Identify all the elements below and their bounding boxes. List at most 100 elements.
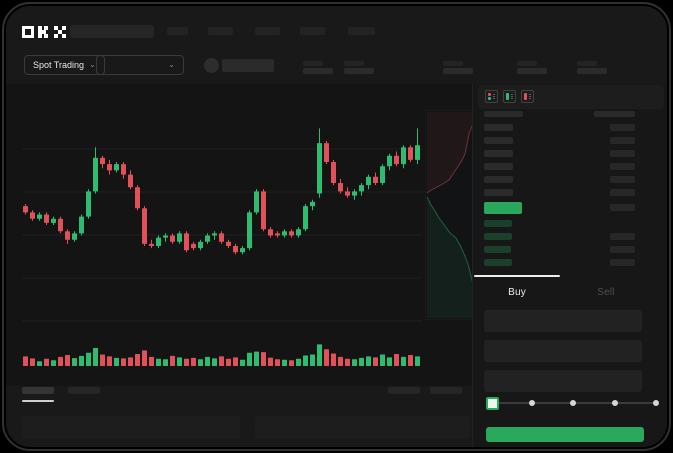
okx-logo[interactable] [22,24,68,40]
ask-price-placeholder[interactable] [484,137,513,144]
volume-bar [359,357,364,366]
ask-price-placeholder[interactable] [484,176,513,183]
global-search-placeholder[interactable] [70,25,154,38]
total-input-placeholder[interactable] [484,370,642,392]
candle-body [37,214,42,219]
volume-bar [205,356,210,366]
ask-size-placeholder[interactable] [610,124,635,131]
nav-link-placeholder[interactable] [208,27,233,35]
candle-body [247,212,252,249]
candle-body [128,174,133,188]
submit-buy-button[interactable] [486,427,644,442]
pair-select-dropdown[interactable]: ⌄ [96,55,184,75]
volume-bar [65,354,70,366]
volume-bar [114,357,119,366]
orders-filter-placeholder[interactable] [388,387,420,394]
candle-body [331,162,336,183]
ask-size-placeholder[interactable] [610,150,635,157]
volume-bar [191,357,196,366]
volume-bar [149,356,154,366]
slider-handle[interactable] [486,397,499,410]
depth-chart[interactable] [425,110,477,320]
ask-size-placeholder[interactable] [610,176,635,183]
bid-size-placeholder[interactable] [610,259,635,266]
nav-link-placeholder[interactable] [300,27,325,35]
order-book-asks-icon[interactable] [521,90,534,103]
stat-label-placeholder [443,61,463,66]
volume-bar [30,358,35,366]
nav-link-placeholder[interactable] [167,27,188,35]
order-book-bids-icon[interactable] [503,90,516,103]
nav-link-placeholder[interactable] [348,27,375,35]
candle-body [282,231,287,236]
volume-bar [128,357,133,366]
active-tab-indicator [474,275,560,277]
volume-bar [58,356,63,366]
volume-bar [331,353,336,366]
orders-filter-placeholder[interactable] [430,387,462,394]
candlestick-chart[interactable] [22,110,422,368]
candle-body [324,143,329,162]
slider-stop-dot[interactable] [528,400,535,406]
amount-input-placeholder[interactable] [484,340,642,362]
chevron-down-icon: ⌄ [168,60,175,69]
orders-tab[interactable] [68,387,100,394]
trading-app-window: Spot Trading ⌄ ⌄ |∿⌄|ƒ⌄|~⁄⁄ [6,6,667,447]
market-type-dropdown[interactable]: Spot Trading ⌄ [24,55,105,75]
candle-body [310,201,315,207]
candle-body [275,233,280,236]
slider-stop-dot[interactable] [570,400,576,406]
orders-tab-active[interactable] [22,387,54,394]
volume-bar [338,356,343,366]
nav-link-placeholder[interactable] [255,27,280,35]
volume-bar [296,358,301,366]
bid-price-placeholder[interactable] [484,246,511,253]
last-price-badge[interactable] [484,202,522,214]
volume-bar [142,350,147,366]
volume-bar [219,356,224,366]
slider-stop-dot[interactable] [653,400,659,406]
ask-size-placeholder[interactable] [610,163,635,170]
coin-icon [204,58,219,73]
bid-price-placeholder[interactable] [484,259,512,266]
orderbook-col-header [484,111,523,117]
volume-bar [233,357,238,366]
stat-value-placeholder [443,68,473,74]
volume-bar [352,359,357,366]
candle-body [338,183,343,192]
volume-bar [394,354,399,366]
bid-size-placeholder[interactable] [610,233,635,240]
candle-body [352,191,357,196]
ask-price-placeholder[interactable] [484,163,513,170]
bid-price-placeholder[interactable] [484,220,512,227]
orderbook-col-header [594,111,635,117]
candle-body [261,191,266,230]
candle-body [58,218,63,232]
slider-stop-dot[interactable] [611,400,618,406]
ask-size-placeholder[interactable] [610,189,635,196]
ask-size-placeholder[interactable] [610,137,635,144]
volume-bar [387,357,392,366]
bid-price-placeholder[interactable] [484,233,512,240]
ask-size-placeholder[interactable] [610,204,635,211]
ask-price-placeholder[interactable] [484,189,513,196]
order-book-all-icon[interactable] [485,90,498,103]
volume-bar [100,354,105,366]
stat-value-placeholder [303,68,333,74]
ask-price-placeholder[interactable] [484,150,513,157]
candle-body [289,231,294,236]
price-input-placeholder[interactable] [484,310,642,332]
candle-body [177,233,182,242]
ask-price-placeholder[interactable] [484,124,513,131]
candle-body [184,233,189,251]
candle-body [30,212,35,219]
tab-sell[interactable]: Sell [597,287,615,298]
volume-bar [261,352,266,366]
bid-size-placeholder[interactable] [610,246,635,253]
candle-body [212,233,217,236]
volume-bar [79,355,84,366]
depth-panel-bg [425,110,477,320]
tab-buy[interactable]: Buy [508,287,526,298]
depth-ask-line [426,117,477,194]
